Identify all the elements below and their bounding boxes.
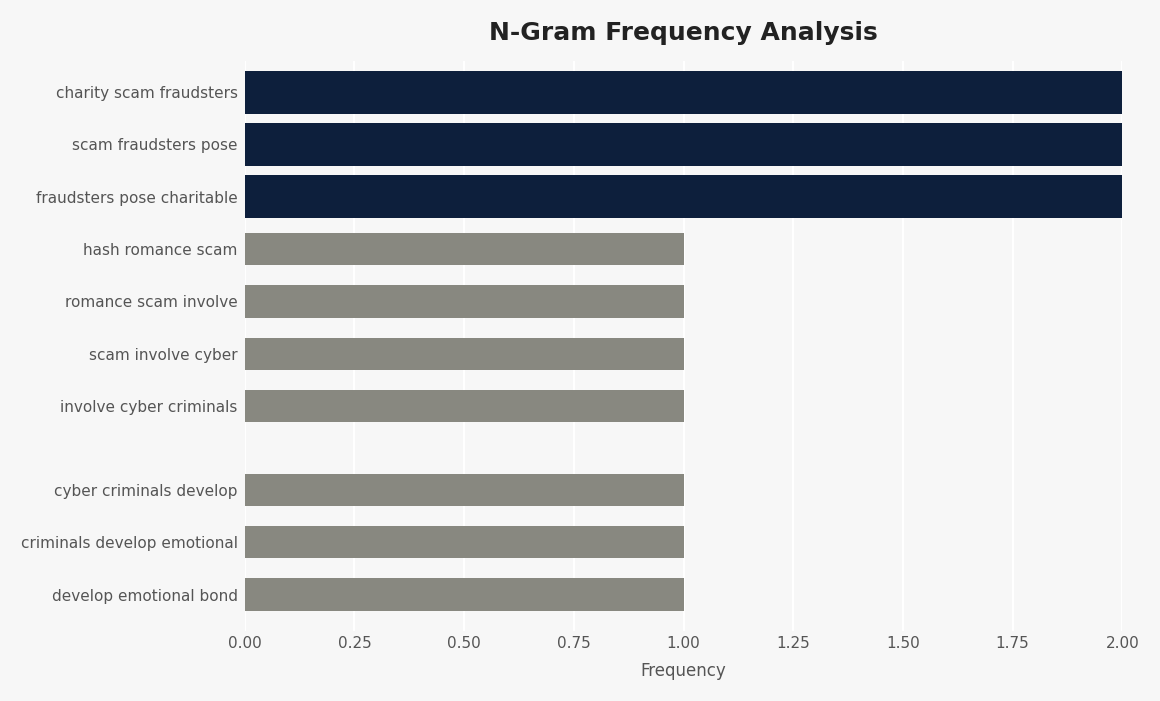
- Bar: [245, 578, 683, 611]
- Bar: [245, 285, 683, 318]
- Bar: [245, 123, 1122, 166]
- Bar: [245, 526, 683, 559]
- Title: N-Gram Frequency Analysis: N-Gram Frequency Analysis: [490, 21, 878, 45]
- Bar: [245, 233, 683, 265]
- Bar: [245, 474, 683, 506]
- Bar: [245, 338, 683, 370]
- Bar: [245, 390, 683, 422]
- X-axis label: Frequency: Frequency: [640, 662, 726, 680]
- Bar: [245, 71, 1122, 114]
- Bar: [245, 175, 1122, 218]
